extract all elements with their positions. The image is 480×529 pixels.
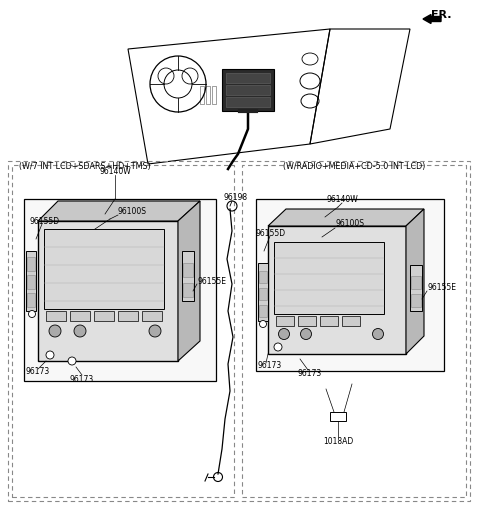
Bar xyxy=(330,412,346,421)
Bar xyxy=(259,305,267,317)
Text: 96100S: 96100S xyxy=(118,206,147,215)
Circle shape xyxy=(372,329,384,340)
Text: 96140W: 96140W xyxy=(99,167,131,176)
Text: 96173: 96173 xyxy=(298,369,322,379)
Circle shape xyxy=(274,343,282,351)
Bar xyxy=(142,311,162,321)
Circle shape xyxy=(149,325,161,337)
Text: 96198: 96198 xyxy=(224,193,248,202)
Bar xyxy=(226,73,270,83)
Polygon shape xyxy=(178,201,200,361)
Bar xyxy=(183,263,193,277)
Text: 96173: 96173 xyxy=(70,375,94,384)
Bar xyxy=(411,294,421,307)
Bar xyxy=(182,251,194,301)
Text: 96173: 96173 xyxy=(257,361,281,370)
Bar xyxy=(94,311,114,321)
Text: 1018AD: 1018AD xyxy=(323,436,353,445)
Bar xyxy=(342,316,360,326)
Bar xyxy=(259,271,267,283)
Bar xyxy=(276,316,294,326)
Bar xyxy=(206,86,210,104)
Text: (W/RADIO+MEDIA+CD-5.0 INT LCD): (W/RADIO+MEDIA+CD-5.0 INT LCD) xyxy=(283,162,425,171)
Bar xyxy=(24,199,216,381)
Circle shape xyxy=(28,311,36,317)
Polygon shape xyxy=(406,209,424,354)
Bar xyxy=(256,199,444,371)
Text: 96155D: 96155D xyxy=(30,216,60,225)
Bar xyxy=(27,257,35,271)
Bar xyxy=(46,311,66,321)
Bar xyxy=(44,229,164,309)
Bar xyxy=(183,283,193,297)
Polygon shape xyxy=(268,209,424,226)
Polygon shape xyxy=(38,201,200,221)
Bar xyxy=(410,265,422,311)
Bar xyxy=(298,316,316,326)
Text: FR.: FR. xyxy=(432,10,452,20)
Circle shape xyxy=(49,325,61,337)
Bar xyxy=(200,86,204,104)
Bar xyxy=(226,97,270,107)
Circle shape xyxy=(74,325,86,337)
Text: 96140W: 96140W xyxy=(326,195,358,204)
Bar xyxy=(259,288,267,300)
Bar xyxy=(212,86,216,104)
Bar xyxy=(222,69,274,111)
Bar xyxy=(242,165,466,497)
Circle shape xyxy=(46,351,54,359)
FancyArrow shape xyxy=(423,14,441,23)
Text: 96100S: 96100S xyxy=(335,220,364,229)
Bar xyxy=(268,226,406,354)
Text: 96173: 96173 xyxy=(26,368,50,377)
Text: (W/7 INT LCD+SDARS+HD+TMS): (W/7 INT LCD+SDARS+HD+TMS) xyxy=(19,162,151,171)
Text: 96155D: 96155D xyxy=(256,229,286,238)
Bar xyxy=(320,316,338,326)
Circle shape xyxy=(68,357,76,365)
Bar xyxy=(38,221,178,361)
Bar xyxy=(8,161,470,501)
Bar xyxy=(118,311,138,321)
Circle shape xyxy=(260,321,266,327)
Bar xyxy=(27,293,35,307)
Bar xyxy=(411,276,421,289)
Bar xyxy=(70,311,90,321)
Bar xyxy=(274,242,384,314)
Bar xyxy=(12,165,234,497)
Text: 96155E: 96155E xyxy=(198,277,227,286)
Bar xyxy=(26,251,36,311)
Circle shape xyxy=(300,329,312,340)
Bar xyxy=(258,263,268,321)
Bar xyxy=(27,275,35,289)
Text: 96155E: 96155E xyxy=(428,282,457,291)
Circle shape xyxy=(278,329,289,340)
Bar xyxy=(226,85,270,95)
